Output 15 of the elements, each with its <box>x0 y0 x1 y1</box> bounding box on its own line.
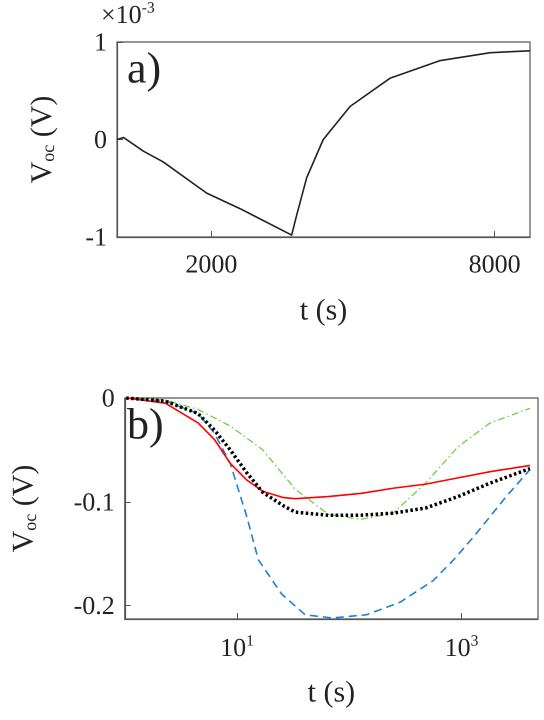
annotation: a) <box>127 44 162 92</box>
x-axis-title: t (s) <box>300 294 348 326</box>
x-tick-label: 2000 <box>185 250 238 278</box>
x-axis-title: t (s) <box>308 676 356 708</box>
y-tick-label: -0.1 <box>74 487 115 516</box>
y-tick-label: 0 <box>94 125 107 154</box>
annotation: b) <box>127 400 164 448</box>
line-series <box>116 50 531 236</box>
y-axis-title: Voc (V) <box>24 96 58 184</box>
y-tick-label: -1 <box>85 222 107 252</box>
y-axis-title: Voc (V) <box>6 464 40 552</box>
y-tick-label: -0.2 <box>74 591 115 620</box>
y-tick-label: 0 <box>102 384 115 412</box>
y-tick-label: 1 <box>94 28 107 56</box>
x-tick-label: 8000 <box>468 250 521 278</box>
